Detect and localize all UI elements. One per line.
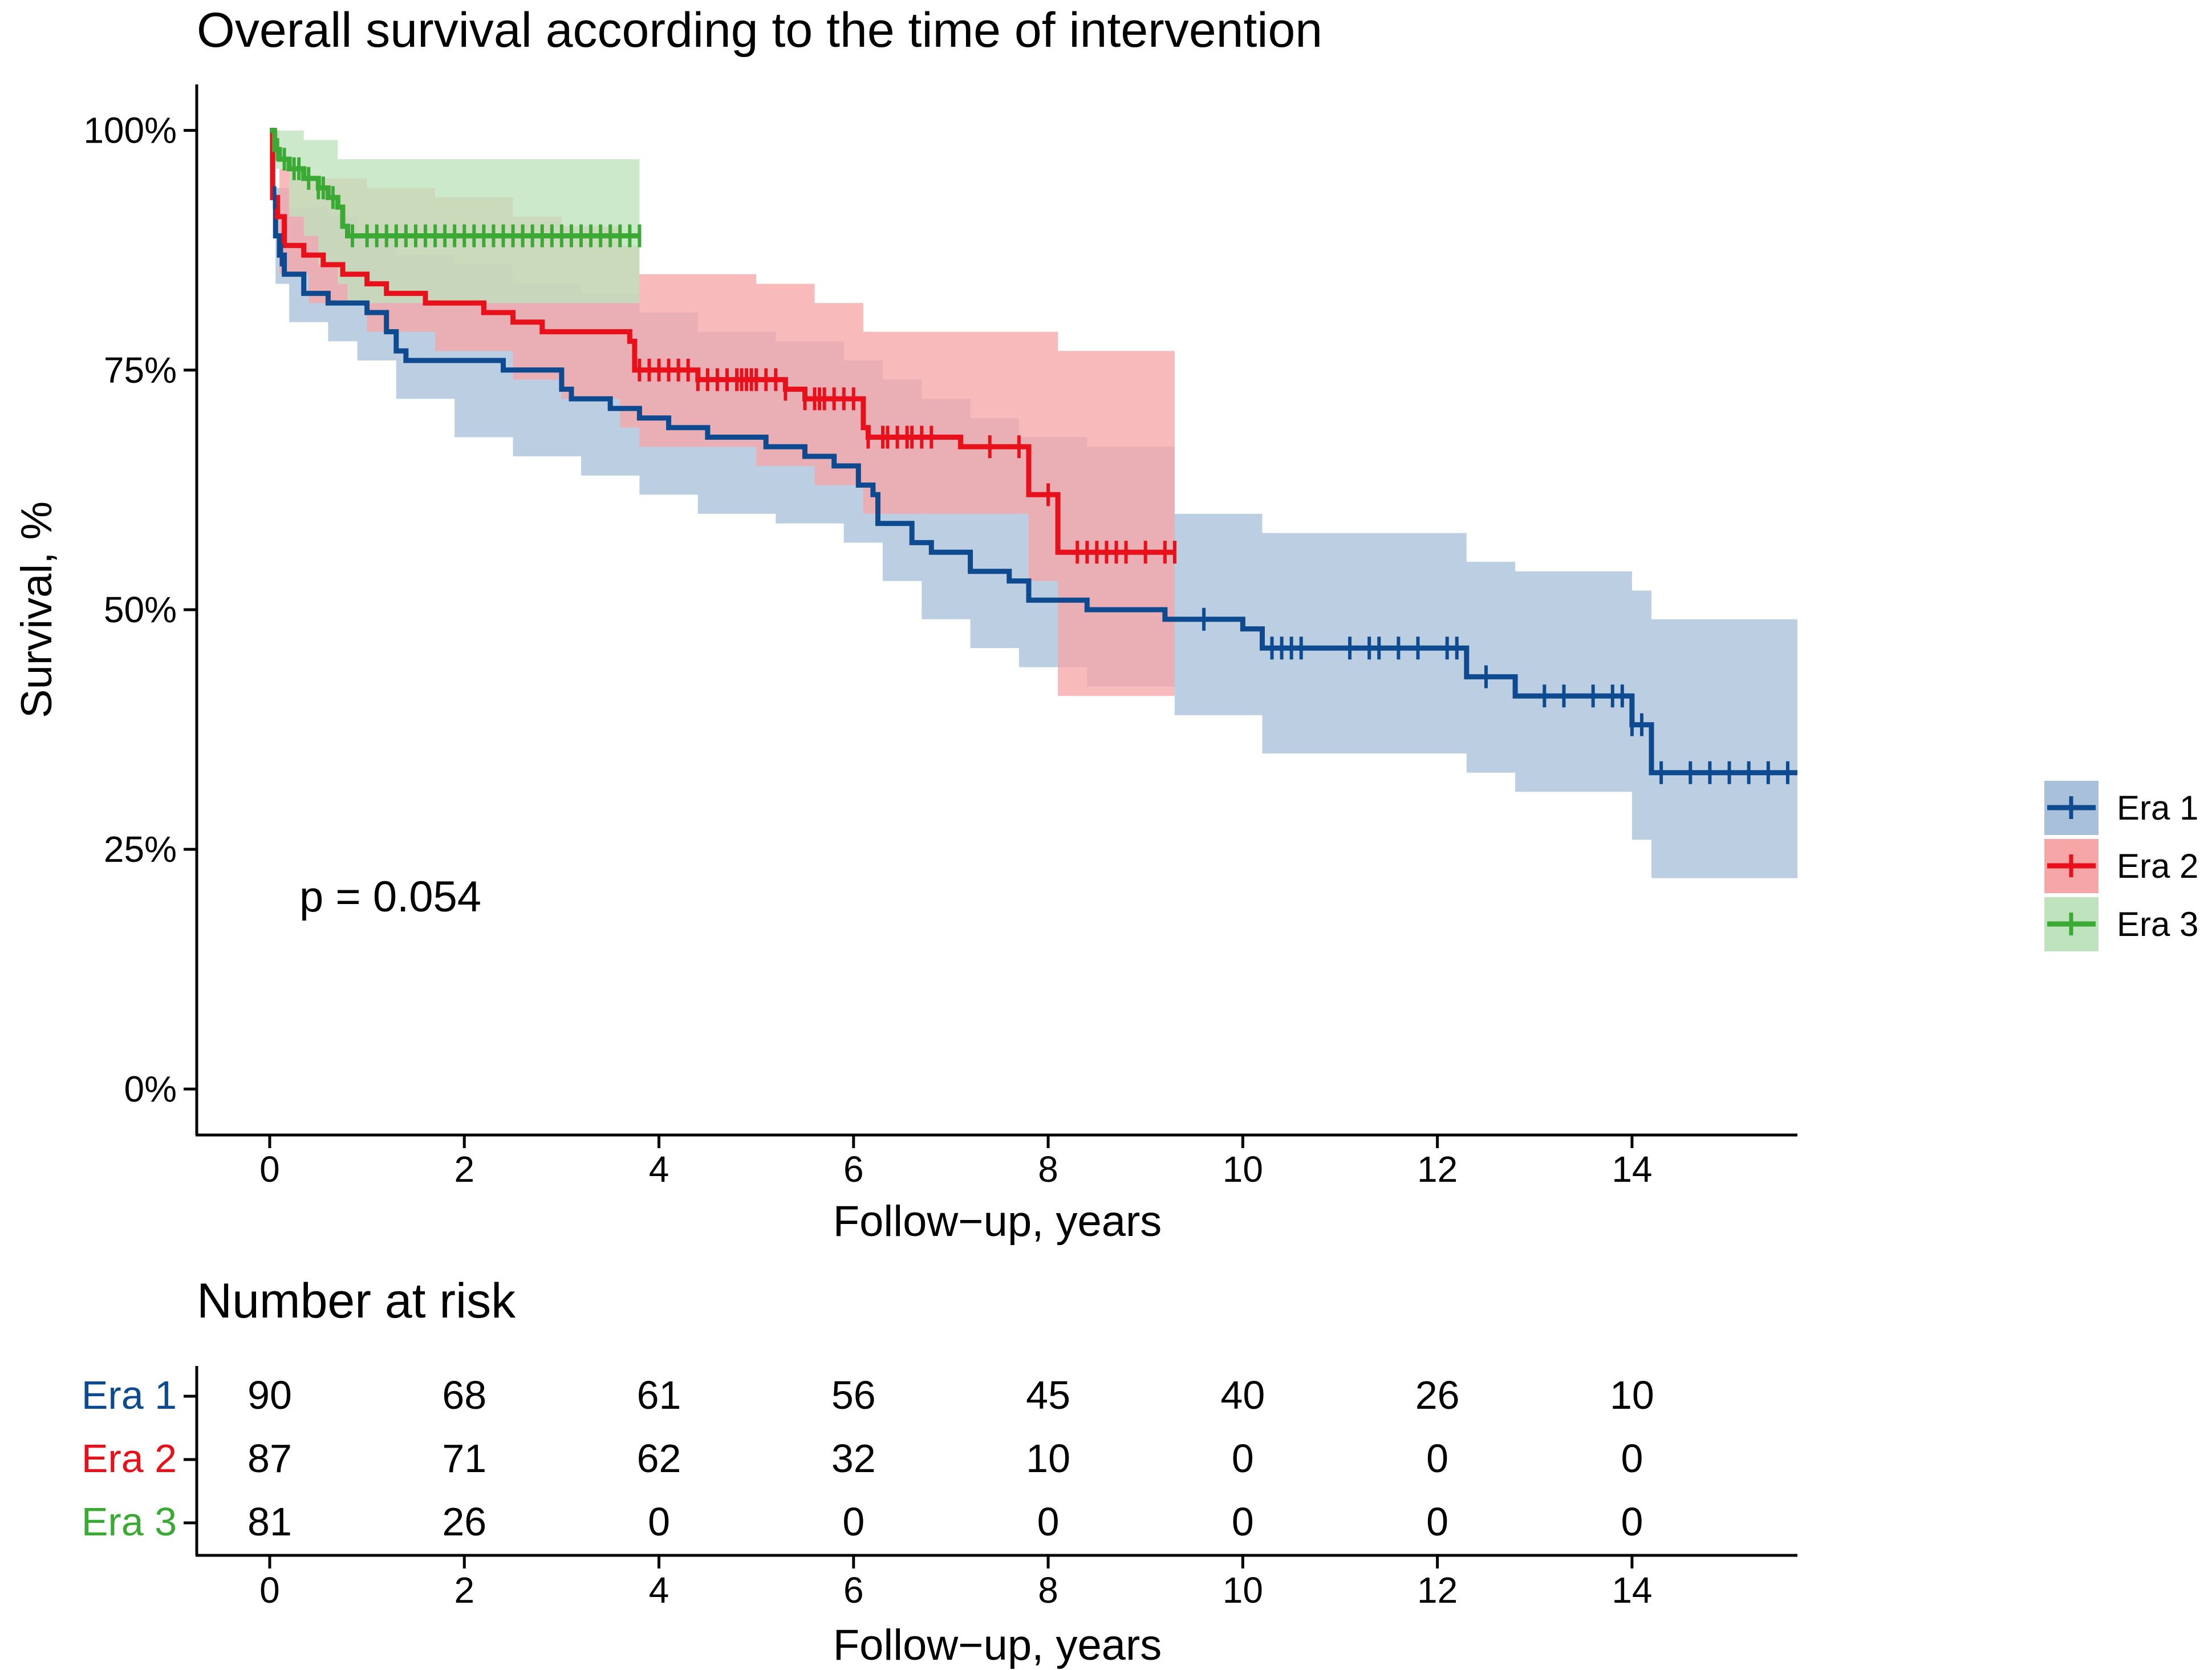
risk-table-x-ticks: 0 2 4 6 8 10 12 14 [259,1555,1653,1611]
x-axis-ticks: 0 2 4 6 8 10 12 14 [259,1135,1653,1190]
y-axis-label: Survival, % [13,501,61,718]
x-tick-label: 14 [1612,1149,1652,1190]
p-value-annotation: p = 0.054 [299,873,481,921]
risk-table-x-axis-label: Follow−up, years [833,1621,1162,1669]
x-tick-label: 10 [1223,1149,1263,1190]
y-tick-label: 100% [83,110,177,151]
x-axis-label: Follow−up, years [833,1197,1162,1246]
x-tick-label: 0 [259,1149,280,1190]
risk-cell-era-2: 10 [1026,1436,1070,1481]
y-tick-label: 25% [104,829,177,870]
chart-title: Overall survival according to the time o… [197,3,1322,58]
risk-x-tick-label: 14 [1612,1570,1652,1611]
x-tick-label: 12 [1417,1149,1458,1190]
risk-cell-era-2: 62 [637,1436,681,1481]
legend-label-era-3: Era 3 [2117,905,2198,943]
risk-cell-era-1: 68 [442,1373,486,1417]
legend: Era 1 Era 2 Era 3 [2044,781,2198,951]
y-tick-label: 75% [104,350,177,391]
risk-table-cells: 90 68 61 56 45 40 26 10 87 71 62 32 10 0 0 0 81 26 0 0 0 0 0 0 [247,1373,1654,1544]
risk-x-tick-label: 12 [1417,1570,1458,1611]
censor-marks [273,138,1789,784]
y-tick-label: 50% [104,589,177,630]
y-tick-label: 0% [124,1068,177,1109]
risk-cell-era-1: 26 [1415,1373,1460,1417]
risk-x-tick-label: 6 [843,1570,864,1611]
risk-cell-era-1: 45 [1026,1373,1070,1417]
legend-label-era-1: Era 1 [2117,789,2198,827]
risk-cell-era-3: 0 [1426,1499,1448,1544]
x-tick-label: 2 [454,1149,474,1190]
x-tick-label: 8 [1038,1149,1058,1190]
risk-cell-era-1: 61 [637,1373,681,1417]
risk-x-tick-label: 0 [259,1570,280,1611]
risk-cell-era-3: 0 [648,1499,670,1544]
risk-x-tick-label: 2 [454,1570,474,1611]
risk-cell-era-3: 0 [1232,1499,1254,1544]
risk-cell-era-2: 0 [1621,1436,1643,1481]
x-tick-label: 4 [649,1149,669,1190]
risk-table: Number at risk Era 1 Era 2 Era 3 90 68 61 5… [82,1274,1797,1669]
risk-cell-era-1: 90 [247,1373,292,1417]
risk-cell-era-3: 0 [1037,1499,1060,1544]
risk-row-label-era-1: Era 1 [82,1373,177,1417]
risk-cell-era-3: 26 [442,1499,486,1544]
risk-x-tick-label: 4 [649,1570,669,1611]
risk-cell-era-1: 10 [1610,1373,1654,1417]
km-plot-area: 0% 25% 50% 75% 100% 0 2 4 6 8 10 12 14 Follow−up, y… [13,84,1797,1246]
risk-cell-era-2: 87 [247,1436,292,1481]
legend-item-era-3: Era 3 [2044,897,2198,951]
risk-table-title: Number at risk [197,1274,516,1328]
risk-x-tick-label: 8 [1038,1570,1058,1611]
y-axis-ticks: 0% 25% 50% 75% 100% [83,110,197,1109]
x-tick-label: 6 [843,1149,864,1190]
confidence-bands [270,130,1797,878]
risk-cell-era-2: 0 [1426,1436,1448,1481]
risk-cell-era-2: 32 [831,1436,876,1481]
confidence-band-era-3 [270,130,640,303]
risk-row-label-era-2: Era 2 [82,1436,177,1481]
legend-item-era-1: Era 1 [2044,781,2198,835]
survival-curve-era-1 [270,128,1797,776]
legend-label-era-2: Era 2 [2117,847,2198,885]
risk-row-label-era-3: Era 3 [82,1499,177,1544]
risk-cell-era-1: 40 [1220,1373,1265,1417]
risk-cell-era-2: 0 [1232,1436,1254,1481]
risk-cell-era-3: 0 [1621,1499,1643,1544]
legend-item-era-2: Era 2 [2044,839,2198,893]
risk-cell-era-1: 56 [831,1373,876,1417]
risk-cell-era-2: 71 [442,1436,486,1481]
risk-cell-era-3: 81 [247,1499,292,1544]
risk-x-tick-label: 10 [1223,1570,1263,1611]
risk-cell-era-3: 0 [842,1499,864,1544]
